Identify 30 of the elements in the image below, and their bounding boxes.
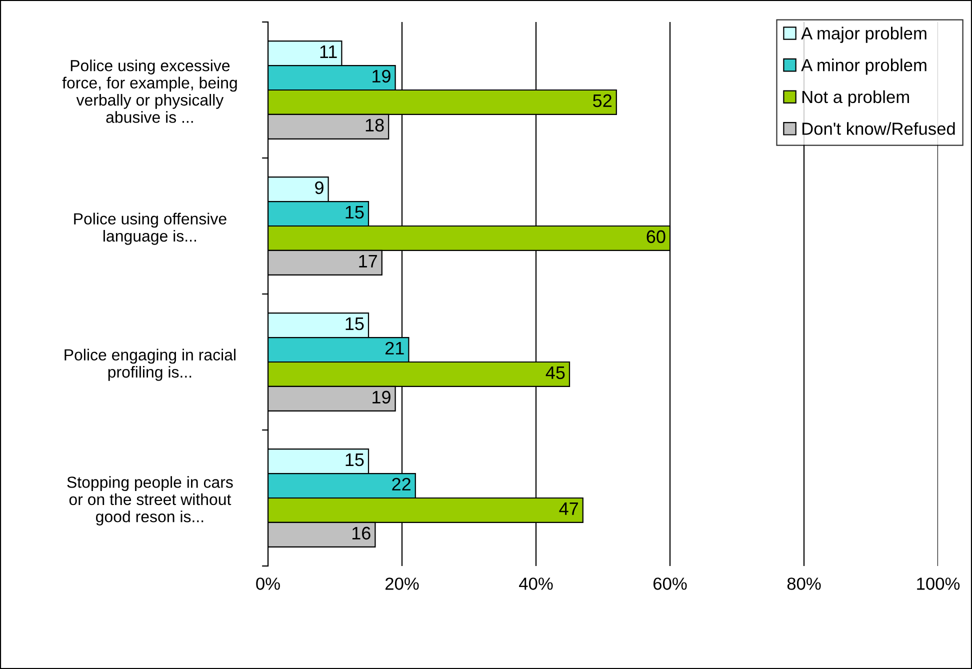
data-label: 45 (546, 366, 565, 380)
y-tick-label: Police using offensive language is... (74, 212, 226, 245)
data-label: 19 (372, 70, 390, 83)
x-tick-label: 20% (386, 578, 419, 590)
data-label: 15 (346, 454, 364, 466)
x-tick-label: 60% (654, 578, 687, 590)
data-label: 11 (320, 46, 337, 58)
data-label: 18 (366, 118, 384, 132)
data-label: 9 (315, 181, 324, 194)
x-tick-label: 0% (256, 578, 280, 590)
legend-label: Not a problem (802, 90, 909, 107)
data-label: 22 (392, 478, 410, 490)
data-label: 16 (352, 526, 370, 540)
data-label: 15 (346, 318, 364, 330)
data-label: 15 (346, 206, 364, 219)
x-tick-label: 40% (519, 578, 553, 590)
y-tick-label: Police engaging in racial profiling is... (64, 348, 236, 381)
data-label: 21 (386, 342, 404, 354)
y-tick-label: Stopping people in cars or on the street without good reson is... (67, 476, 233, 526)
x-tick-label: 100% (917, 578, 960, 590)
legend-label: A minor problem (801, 58, 926, 75)
x-tick-label: 80% (787, 578, 821, 590)
data-label: 47 (559, 502, 578, 515)
data-label: 60 (646, 230, 666, 244)
legend-label: Don't know/Refused (802, 122, 955, 135)
data-label: 52 (593, 94, 612, 108)
legend-label: A major problem (801, 26, 926, 43)
data-label: 19 (372, 390, 390, 404)
y-tick-label: Police using excessive force, for example, being verbally or physically abusive is ... (62, 60, 237, 123)
data-label: 17 (359, 254, 377, 268)
